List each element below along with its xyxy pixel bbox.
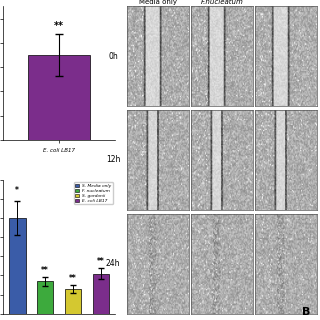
Legend: S. Media only, F. nucleatum, S. gordonii, E. coli LB17: S. Media only, F. nucleatum, S. gordonii… <box>74 182 113 204</box>
Text: *: * <box>15 186 19 195</box>
Bar <box>65 289 81 314</box>
Title: F.nucleatum: F.nucleatum <box>200 0 243 4</box>
Text: **: ** <box>69 275 77 284</box>
Text: **: ** <box>41 266 49 275</box>
Title: Media only: Media only <box>139 0 177 4</box>
Bar <box>37 281 53 314</box>
Text: B: B <box>302 307 310 317</box>
Y-axis label: 24h: 24h <box>106 259 120 268</box>
Bar <box>9 218 26 314</box>
Text: **: ** <box>54 21 64 31</box>
Y-axis label: 0h: 0h <box>108 52 118 61</box>
Bar <box>92 274 109 314</box>
Bar <box>28 55 90 140</box>
Y-axis label: 12h: 12h <box>106 156 120 164</box>
Text: **: ** <box>97 257 105 266</box>
